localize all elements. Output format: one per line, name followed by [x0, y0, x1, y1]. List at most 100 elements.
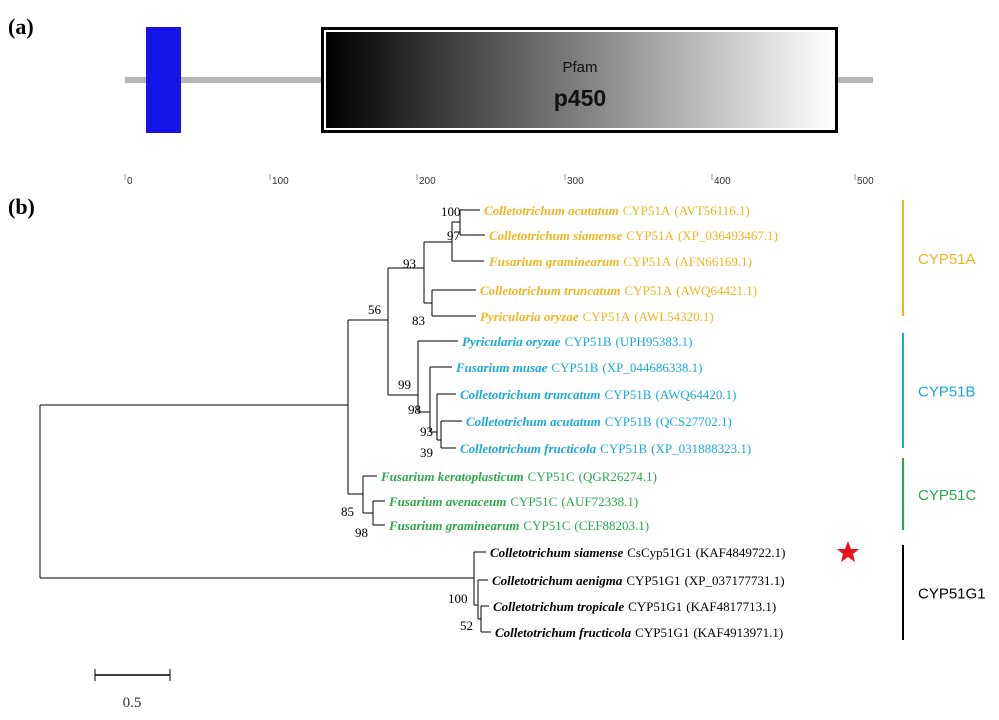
species: Fusarium graminearum — [488, 254, 619, 269]
gene: CYP51B — [565, 334, 612, 349]
clade-label: CYP51A — [918, 251, 976, 268]
scale-label: 0.5 — [123, 695, 142, 711]
gene: CYP51C — [510, 494, 557, 509]
bootstrap: 100 — [441, 204, 461, 219]
leaf-label: Colletotrichum siamense CYP51A (XP_0364934… — [489, 228, 778, 243]
gene: CYP51A — [625, 283, 673, 298]
gene: CYP51C — [528, 469, 575, 484]
species: Colletotrichum acutatum — [484, 203, 619, 218]
gene: CYP51B — [605, 414, 652, 429]
tick-label: 100 — [272, 176, 289, 187]
tm-domain — [146, 27, 181, 133]
leaf-label: Fusarium avenaceum CYP51C (AUF72338.1) — [388, 494, 638, 509]
clade-label: CYP51B — [918, 384, 976, 401]
leaf-label: Fusarium graminearum CYP51C (CEF88203.1) — [388, 518, 649, 533]
bootstrap: 39 — [420, 445, 433, 460]
accession: (QCS27702.1) — [656, 414, 732, 429]
species: Pyricularia oryzae — [480, 309, 579, 324]
tick-label: 200 — [419, 176, 436, 187]
species: Colletotrichum fructicola — [460, 441, 597, 456]
bootstrap: 85 — [341, 504, 354, 519]
tick-label: 400 — [714, 176, 731, 187]
species: Fusarium keratoplasticum — [380, 469, 524, 484]
accession: (QGR26274.1) — [579, 469, 657, 484]
bootstrap: 98 — [408, 402, 421, 417]
bootstrap: 93 — [420, 424, 433, 439]
clade-label: CYP51C — [918, 487, 977, 504]
tick-label: 300 — [567, 176, 584, 187]
leaf-label: Colletotrichum truncatum CYP51B (AWQ64420.… — [460, 387, 736, 402]
species: Fusarium graminearum — [388, 518, 519, 533]
accession: (AWL54320.1) — [634, 309, 713, 324]
leaf-label: Colletotrichum acutatum CYP51A (AVT56116.1… — [484, 203, 750, 218]
leaf-label: Colletotrichum siamense CsCyp51G1 (KAF4849… — [490, 545, 785, 560]
gene: CYP51G1 — [628, 599, 682, 614]
accession: (UPH95383.1) — [616, 334, 693, 349]
leaf-label: Colletotrichum tropicale CYP51G1 (KAF48177… — [493, 599, 776, 614]
species: Colletotrichum aenigma — [492, 573, 623, 588]
species: Colletotrichum truncatum — [460, 387, 601, 402]
bootstrap: 97 — [447, 228, 461, 243]
panel-label: (a) — [8, 14, 34, 39]
accession: (KAF4817713.1) — [686, 599, 776, 614]
bootstrap: 93 — [403, 256, 416, 271]
species: Colletotrichum truncatum — [480, 283, 621, 298]
accession: (XP_044686338.1) — [602, 360, 702, 375]
gene: CYP51B — [551, 360, 598, 375]
gene: CYP51A — [623, 203, 671, 218]
species: Colletotrichum acutatum — [466, 414, 601, 429]
bootstrap: 99 — [398, 377, 411, 392]
bootstrap: 52 — [460, 618, 473, 633]
accession: (AUF72338.1) — [561, 494, 638, 509]
leaf-label: Pyricularia oryzae CYP51A (AWL54320.1) — [480, 309, 714, 324]
tick-label: 0 — [127, 176, 133, 187]
bootstrap: 98 — [355, 525, 368, 540]
accession: (AWQ64421.1) — [676, 283, 757, 298]
star — [837, 541, 859, 562]
gene: CYP51A — [583, 309, 631, 324]
species: Fusarium musae — [455, 360, 548, 375]
gene: CYP51G1 — [635, 625, 689, 640]
gene: CYP51A — [626, 228, 674, 243]
gene: CYP51G1 — [626, 573, 680, 588]
species: Colletotrichum siamense — [489, 228, 622, 243]
domain-name: p450 — [554, 85, 606, 111]
leaf-label: Fusarium musae CYP51B (XP_044686338.1) — [455, 360, 702, 375]
leaf-label: Colletotrichum fructicola CYP51B (XP_03188… — [460, 441, 751, 456]
scale-bar: 0.5 — [94, 669, 171, 711]
accession: (KAF4849722.1) — [696, 545, 786, 560]
leaf-label: Colletotrichum fructicola CYP51G1 (KAF4913… — [495, 625, 783, 640]
accession: (XP_036493467.1) — [678, 228, 778, 243]
accession: (XP_031888323.1) — [651, 441, 751, 456]
gene: CYP51A — [623, 254, 671, 269]
species: Pyricularia oryzae — [462, 334, 561, 349]
species: Colletotrichum fructicola — [495, 625, 632, 640]
clades: CYP51A CYP51B CYP51C CYP51G1 — [902, 200, 986, 640]
gene: CsCyp51G1 — [627, 545, 691, 560]
gene: CYP51C — [523, 518, 570, 533]
leaves: Colletotrichum acutatum CYP51A (AVT56116.1… — [380, 203, 785, 640]
leaf-label: Pyricularia oryzae CYP51B (UPH95383.1) — [462, 334, 692, 349]
accession: (AWQ64420.1) — [655, 387, 736, 402]
scale-ticks: 0 100 200 300 400 500 — [124, 174, 874, 187]
leaf-label: Colletotrichum truncatum CYP51A (AWQ64421.… — [480, 283, 757, 298]
pfam-domain — [326, 32, 833, 128]
leaf-label: Colletotrichum acutatum CYP51B (QCS27702.1… — [466, 414, 732, 429]
clade-label: CYP51G1 — [918, 586, 986, 603]
accession: (KAF4913971.1) — [693, 625, 783, 640]
domain-source: Pfam — [562, 59, 597, 76]
bootstrap: 56 — [368, 302, 382, 317]
tree — [39, 209, 491, 633]
gene: CYP51B — [605, 387, 652, 402]
accession: (CEF88203.1) — [574, 518, 649, 533]
bootstrap: 83 — [412, 313, 425, 328]
gene: CYP51B — [600, 441, 647, 456]
species: Fusarium avenaceum — [388, 494, 506, 509]
species: Colletotrichum siamense — [490, 545, 623, 560]
panel-label: (b) — [8, 194, 35, 219]
tick-label: 500 — [857, 176, 874, 187]
accession: (AFN66169.1) — [675, 254, 752, 269]
accession: (AVT56116.1) — [674, 203, 749, 218]
